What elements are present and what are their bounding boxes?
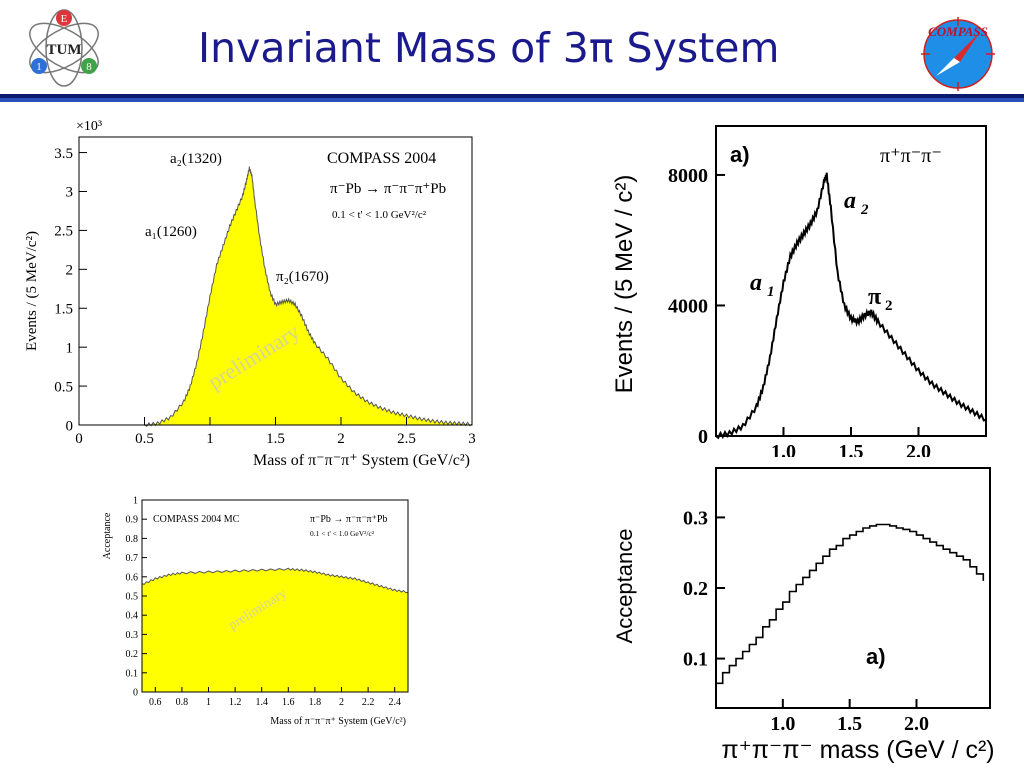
distribution-line xyxy=(715,172,987,440)
y-tick-label: 0.6 xyxy=(126,572,139,583)
svg-text:8: 8 xyxy=(86,61,92,73)
x-tick-label: 2 xyxy=(337,431,345,447)
chart-title: COMPASS 2004 MC xyxy=(153,514,240,525)
x-tick-label: 1.0 xyxy=(771,441,796,457)
y-tick-label: 3 xyxy=(66,185,74,201)
reaction-label: π⁻Pb → π⁻π⁻π⁺Pb xyxy=(310,514,387,525)
tcut-label: 0.1 < t' < 1.0 GeV²/c² xyxy=(310,529,375,538)
svg-text:2: 2 xyxy=(885,298,893,314)
y-tick-label: 0.9 xyxy=(126,515,139,526)
x-tick-label: 3 xyxy=(468,431,476,447)
y-tick-label: 0.8 xyxy=(126,534,139,545)
distribution-line xyxy=(716,523,985,685)
chart-title: COMPASS 2004 xyxy=(327,150,436,167)
y-tick-label: 3.5 xyxy=(54,146,73,162)
y-tick-label: 0 xyxy=(698,426,708,448)
y-tick-label: 8000 xyxy=(668,165,708,187)
reference-acceptance-chart: 1.0 1.5 2.0 0.1 0.2 0.3 a) Acceptance π⁺π⁻π⁻ … xyxy=(612,467,995,764)
annotation-a2: a₂(1320) xyxy=(170,151,222,167)
y-axis-label: Events / (5 MeV/c²) xyxy=(24,231,40,351)
x-tick-label: 1.5 xyxy=(837,713,862,735)
x-tick-label: 2 xyxy=(339,697,344,708)
svg-text:E: E xyxy=(61,13,68,25)
y-axis-label: Acceptance xyxy=(102,512,113,559)
panel-label: a) xyxy=(866,644,886,669)
y-tick-label: 1 xyxy=(66,340,74,356)
y-tick-label: 0.4 xyxy=(126,611,139,622)
annotation-a1: a xyxy=(750,270,762,296)
compass-mass-chart: 0 0.5 1 1.5 2 2.5 3 0 0.5 1 1.5 2 2.5 3 3.5 ×10³ COMPA… xyxy=(24,119,476,469)
x-axis-label: π⁺π⁻π⁻ mass (GeV / c²) xyxy=(721,736,994,764)
channel-label: π⁺π⁻π⁻ xyxy=(880,145,942,167)
y-tick-label: 0.3 xyxy=(126,630,139,641)
annotation-a2: a xyxy=(844,188,856,214)
x-tick-label: 0.5 xyxy=(135,431,154,447)
y-tick-label: 0 xyxy=(66,418,74,434)
y-tick-label: 0.5 xyxy=(54,379,73,395)
annotation-pi2: π xyxy=(868,284,881,310)
x-tick-label: 1.0 xyxy=(770,713,795,735)
svg-text:1: 1 xyxy=(767,284,775,300)
svg-text:1: 1 xyxy=(36,61,42,73)
y-tick-label: 0.5 xyxy=(126,592,139,603)
x-tick-label: 1.6 xyxy=(282,697,295,708)
distribution-line xyxy=(144,166,473,427)
x-tick-label: 2.4 xyxy=(388,697,401,708)
reference-mass-chart: 1.0 1.5 2.0 0 4000 8000 a) π⁺π⁻π⁻ a 2 a 1 π 2… xyxy=(611,125,987,457)
x-axis-label: Mass of π⁻π⁻π⁺ System (GeV/c²) xyxy=(253,452,470,469)
tcut-label: 0.1 < t' < 1.0 GeV²/c² xyxy=(332,209,427,221)
y-tick-label: 0.2 xyxy=(126,649,139,660)
y-tick-label: 0.3 xyxy=(683,507,708,529)
annotation-pi2: π₂(1670) xyxy=(276,269,329,285)
y-tick-label: 0.7 xyxy=(126,553,139,564)
y-tick-label: 2.5 xyxy=(54,224,73,240)
y-tick-label: 0 xyxy=(133,688,138,699)
y-tick-label: 0.1 xyxy=(126,668,139,679)
panel-label: a) xyxy=(730,142,750,167)
tum-letters: TUM xyxy=(47,42,82,58)
x-tick-label: 2.0 xyxy=(904,713,929,735)
x-tick-label: 1.8 xyxy=(309,697,322,708)
x-tick-label: 2.0 xyxy=(906,441,931,457)
x-tick-label: 1 xyxy=(206,431,214,447)
distribution-fill xyxy=(142,568,408,692)
plot-frame xyxy=(715,467,991,709)
x-tick-label: 2.2 xyxy=(362,697,375,708)
y-tick-label: 1 xyxy=(133,496,138,507)
x-tick-label: 2.5 xyxy=(397,431,416,447)
y-tick-label: 4000 xyxy=(668,295,708,317)
y-tick-label: 0.2 xyxy=(683,578,708,600)
x-tick-label: 0 xyxy=(75,431,83,447)
y-exponent: ×10³ xyxy=(76,119,102,134)
annotation-a1: a₁(1260) xyxy=(145,224,197,240)
compass-acceptance-chart: 0.6 0.8 1 1.2 1.4 1.6 1.8 2 2.2 2.4 0 0.1 0.2 0.3 0.4 0… xyxy=(102,496,409,727)
distribution-fill xyxy=(144,166,472,427)
x-tick-label: 1.5 xyxy=(266,431,285,447)
compass-logo-text: COMPASS xyxy=(928,24,988,39)
y-tick-label: 1.5 xyxy=(54,301,73,317)
x-tick-label: 1.5 xyxy=(839,441,864,457)
slide-header: TUM E 1 8 Invariant Mass of 3π System CO… xyxy=(0,0,1024,100)
x-tick-label: 0.6 xyxy=(149,697,162,708)
compass-logo: COMPASS xyxy=(921,17,995,91)
y-axis-label: Acceptance xyxy=(612,529,637,644)
reaction-label: π⁻Pb → π⁻π⁻π⁺Pb xyxy=(330,181,446,197)
x-tick-label: 1.2 xyxy=(229,697,242,708)
y-axis-label: Events / (5 MeV / c²) xyxy=(611,175,638,394)
x-tick-label: 1.4 xyxy=(255,697,268,708)
x-tick-label: 0.8 xyxy=(176,697,189,708)
header-rule xyxy=(0,94,1024,102)
x-tick-label: 1 xyxy=(206,697,211,708)
svg-text:2: 2 xyxy=(860,202,869,218)
tum-e18-logo: TUM E 1 8 xyxy=(29,9,99,87)
slide-title: Invariant Mass of 3π System xyxy=(198,24,780,72)
distribution-line xyxy=(141,567,409,594)
y-tick-label: 2 xyxy=(66,263,74,279)
x-axis-label: Mass of π⁻π⁻π⁺ System (GeV/c²) xyxy=(270,716,406,727)
y-tick-label: 0.1 xyxy=(683,649,708,671)
